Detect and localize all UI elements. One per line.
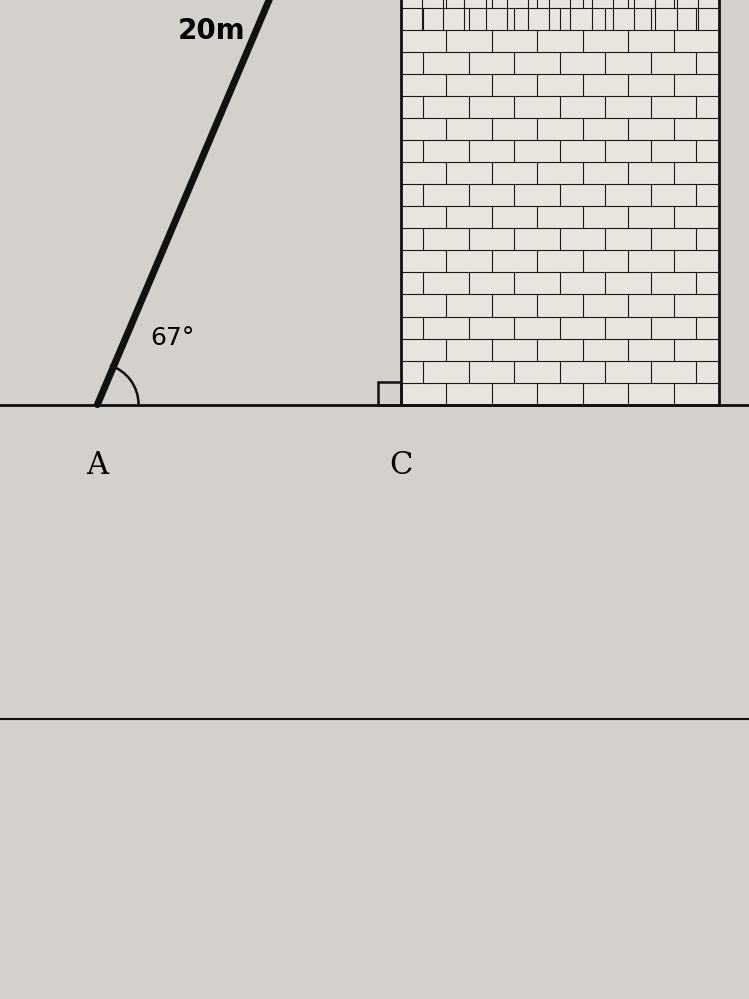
Text: A: A	[86, 450, 109, 481]
Bar	[401, 0, 719, 405]
Text: 20m: 20m	[178, 17, 245, 45]
Text: 67°: 67°	[150, 326, 194, 350]
Text: C: C	[389, 450, 413, 481]
Bar	[378, 383, 401, 405]
